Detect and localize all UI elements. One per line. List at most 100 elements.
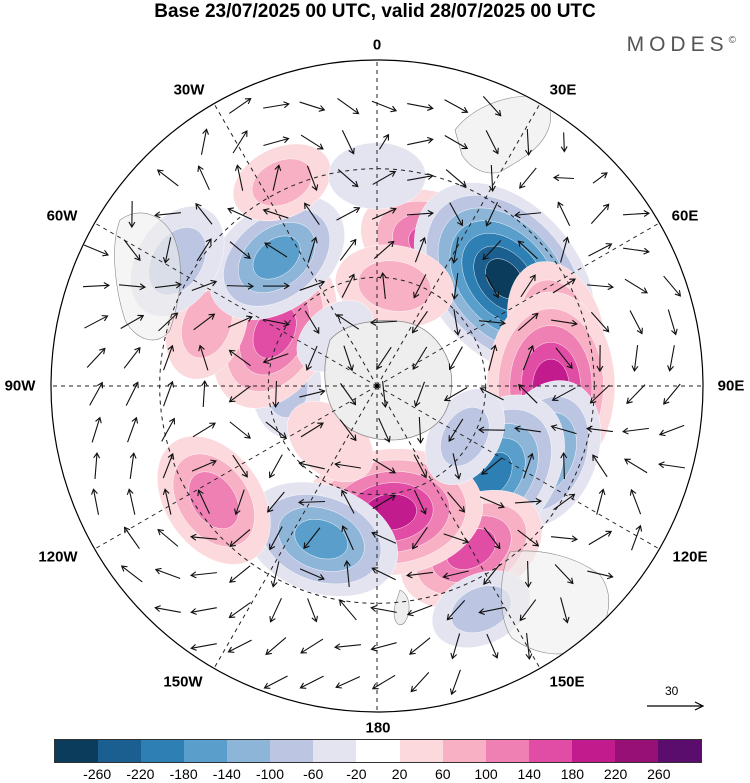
wind-vector [190, 643, 217, 651]
wind-vector [265, 637, 287, 656]
wind-vector [268, 454, 283, 479]
wind-vector [483, 527, 501, 550]
wind-vector [551, 535, 578, 543]
wind-vector [195, 202, 213, 225]
wind-vectors [82, 95, 685, 696]
wind-vector [446, 599, 466, 621]
wind-vector [198, 344, 209, 371]
lon-label-180: 180 [365, 719, 391, 737]
colorbar-tick-label: -140 [212, 766, 241, 782]
colorbar-tick-label: -260 [83, 766, 112, 782]
wind-vector [371, 100, 398, 113]
wind-vector [663, 275, 682, 297]
wind-vector [524, 560, 532, 589]
meridian-line [94, 385, 378, 550]
wind-vector [336, 314, 360, 330]
wind-vector [513, 211, 541, 219]
graticule [51, 60, 703, 712]
wind-vector [414, 236, 427, 263]
wind-vector [552, 174, 575, 182]
meridian-line [376, 385, 660, 550]
wind-vector [379, 272, 387, 299]
wind-vector [269, 526, 283, 551]
wind-vector [479, 496, 505, 509]
wind-vector [587, 570, 614, 580]
wind-vector [413, 489, 427, 515]
wind-vector [120, 314, 145, 329]
wind-vector [514, 497, 543, 505]
wind-vector [413, 381, 426, 408]
wind-vector [410, 672, 430, 693]
wind-vector [447, 491, 466, 513]
wind-vector [306, 165, 319, 192]
wind-vector [157, 528, 179, 547]
anomaly-contour [251, 158, 313, 207]
lon-label-30e: 30E [549, 81, 577, 99]
colorbar-swatch [442, 740, 486, 762]
wind-vector [299, 279, 326, 291]
wind-vector [300, 638, 324, 654]
wind-vector [304, 202, 320, 226]
wind-vector [407, 103, 434, 111]
colorbar-tick-label: -100 [255, 766, 285, 782]
colorbar-swatch [657, 740, 701, 762]
wind-vector [192, 422, 216, 438]
colorbar-tick-label: 140 [517, 766, 541, 782]
wind-vector [588, 243, 613, 257]
wind-vector [517, 529, 540, 547]
wind-vector [629, 310, 643, 335]
wind-vector [623, 247, 650, 255]
wind-vector [154, 567, 181, 580]
wind-vector [596, 344, 604, 373]
wind-vector [190, 607, 217, 615]
wind-vector [341, 273, 355, 298]
wind-vector [162, 488, 172, 515]
wind-vector [229, 529, 251, 548]
wind-vector [551, 319, 578, 327]
colorbar-swatch [98, 740, 142, 762]
wind-vector [444, 99, 469, 114]
wind-vector [191, 459, 217, 472]
wind-vector [299, 101, 326, 112]
wind-vector [229, 421, 251, 439]
wind-vector [343, 559, 351, 587]
colorbar-tick-label: -20 [346, 766, 367, 782]
wind-vector [123, 346, 141, 369]
wind-vector [477, 426, 506, 434]
wind-vector [379, 133, 390, 150]
colorbar-tick-label: -180 [169, 766, 198, 782]
wind-vector [483, 563, 501, 585]
wind-vector [337, 169, 359, 188]
wind-vector [264, 242, 288, 258]
wind-vector [334, 461, 361, 469]
wind-vector [514, 425, 541, 433]
wind-vector [412, 346, 428, 371]
wind-vector [340, 383, 357, 406]
lon-label-150e: 150E [549, 673, 585, 691]
wind-vector [337, 97, 360, 115]
wind-vector [263, 136, 290, 147]
wind-vector [272, 164, 282, 191]
colorbar-swatch [571, 740, 615, 762]
meridian-line [376, 385, 541, 669]
wind-vector [83, 244, 110, 257]
wind-vector [482, 240, 502, 261]
wind-vector [200, 128, 210, 155]
colorbar-tick-label: 20 [391, 766, 408, 782]
new-zealand [393, 589, 410, 626]
wind-vector [452, 453, 462, 480]
wind-vector [481, 457, 503, 475]
lon-label-60e: 60E [671, 207, 699, 225]
wind-vector [523, 452, 535, 479]
colorbar-tick-label: 260 [647, 766, 671, 782]
wind-vector [154, 605, 181, 613]
wind-vector [190, 571, 217, 579]
colorbar-swatch [227, 740, 271, 762]
wind-vector [303, 527, 321, 550]
wind-vector [156, 169, 179, 187]
wind-vector [596, 488, 606, 515]
wind-vector [519, 599, 537, 622]
wind-vector [488, 344, 498, 371]
wind-vector [450, 633, 461, 660]
wind-vector [667, 345, 675, 372]
